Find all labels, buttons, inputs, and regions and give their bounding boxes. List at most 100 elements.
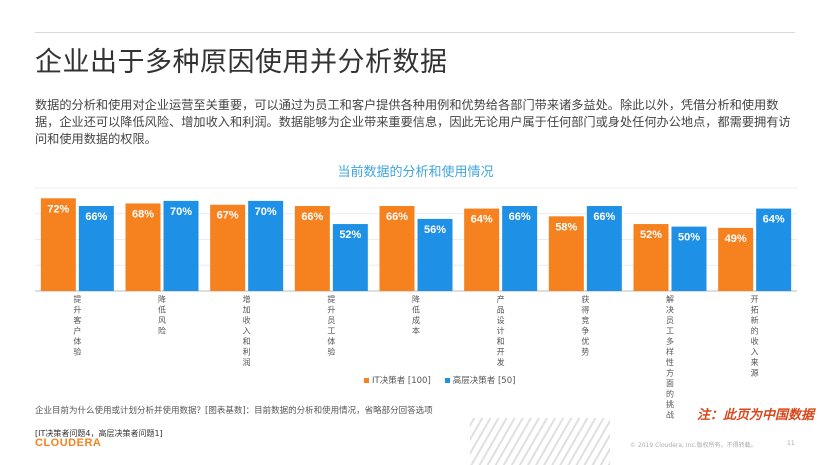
bar-exec (417, 218, 453, 291)
category-label-char: 争 (581, 326, 589, 336)
legend-swatch-orange (364, 377, 369, 383)
china-data-note: 注：此页为中国数据 (697, 408, 815, 423)
bar-it (294, 206, 330, 291)
category-label-char: 方 (666, 368, 674, 378)
category-label-char: 样 (666, 347, 674, 357)
category-label-char: 计 (497, 326, 505, 336)
bar-value-label: 52% (339, 229, 361, 241)
bar-value-label: 56% (424, 224, 446, 236)
category-label-char: 降 (158, 294, 166, 304)
bar-it (379, 206, 415, 291)
category-label-char: 挑 (666, 399, 674, 409)
chart-footnote: 企业目前为什么使用或计划分析并使用数据？[图表基数]：目前数据的分析和使用情况，… (35, 406, 433, 416)
bar-value-label: 66% (301, 211, 323, 223)
bar-exec (586, 206, 622, 291)
category-label-char: 品 (497, 306, 505, 315)
category-label-char: 升 (327, 306, 335, 315)
category-label-char: 险 (158, 326, 166, 336)
category-label-char: 成 (412, 315, 420, 325)
category-label-char: 员 (666, 316, 674, 325)
bar-exec (163, 200, 199, 291)
intro-paragraph: 数据的分析和使用对企业运营至关重要，可以通过为员工和客户提供各种用例和优势给各部… (35, 98, 791, 146)
legend-label-exec: 高层决策者 [50] (452, 376, 516, 386)
category-label-char: 升 (73, 306, 81, 315)
legend-swatch-blue (444, 377, 450, 383)
category-label-char: 收 (751, 336, 759, 346)
category-label-char: 优 (581, 336, 589, 346)
category-label-char: 增 (243, 294, 251, 304)
bar-it (633, 224, 669, 291)
category-label-char: 开 (497, 348, 505, 357)
category-label-char: 工 (666, 327, 674, 336)
category-label-char: 解 (666, 294, 674, 304)
category-label-char: 源 (751, 369, 759, 378)
category-label-char: 决 (666, 305, 674, 315)
category-label-char: 风 (158, 316, 166, 325)
cloudera-logo: CLOUDERA (35, 437, 102, 449)
bar-value-label: 70% (255, 206, 277, 218)
category-label-char: 体 (327, 336, 335, 346)
category-label-char: 获 (581, 294, 589, 304)
bar-exec (502, 206, 538, 291)
category-label-char: 面 (666, 379, 674, 388)
legend-item-it: IT决策者 [100] (364, 374, 431, 386)
category-label-char: 的 (666, 389, 674, 399)
source-reference: [IT决策者问题4，高层决策者问题1] (35, 429, 163, 438)
category-label-char: 发 (497, 357, 505, 367)
bar-it (464, 208, 500, 291)
category-label-char: 降 (412, 294, 420, 304)
category-label-char: 户 (73, 326, 81, 336)
category-label-char: 和 (497, 337, 505, 346)
bar-value-label: 67% (217, 210, 239, 222)
category-label-char: 润 (243, 357, 251, 367)
bar-exec (671, 226, 707, 291)
bar-value-label: 64% (471, 214, 493, 226)
bar-exec (756, 208, 792, 291)
bar-it (210, 204, 246, 291)
bar-value-label: 66% (386, 211, 408, 223)
legend-item-exec: 高层决策者 [50] (444, 374, 516, 386)
category-label-char: 低 (158, 305, 166, 315)
category-label-char: 来 (751, 358, 759, 367)
category-label-char: 入 (243, 327, 251, 336)
copyright-text: © 2019 Cloudera, Inc.版权所有。不得转载。 (630, 442, 757, 449)
bar-value-label: 66% (593, 211, 615, 223)
category-label-char: 新 (751, 315, 759, 325)
bar-it (718, 227, 754, 291)
category-label-char: 员 (327, 316, 335, 325)
category-label-char: 收 (243, 315, 251, 325)
category-label-char: 验 (327, 347, 335, 357)
bar-value-label: 52% (640, 229, 662, 241)
category-label-char: 战 (666, 410, 674, 420)
decorative-stripes (470, 418, 610, 465)
bar-value-label: 72% (47, 203, 69, 215)
page-number: 11 (787, 440, 795, 447)
category-label-char: 客 (73, 315, 81, 325)
category-label-char: 验 (73, 347, 81, 357)
category-label-char: 提 (327, 294, 335, 304)
page-title: 企业出于多种原因使用并分析数据 (35, 47, 448, 78)
bar-value-label: 49% (725, 233, 747, 245)
bar-value-label: 50% (678, 232, 700, 244)
category-label-char: 开 (751, 295, 759, 304)
bar-value-label: 58% (555, 221, 577, 233)
category-label-char: 利 (243, 347, 251, 357)
bar-exec (332, 224, 368, 291)
chart-legend: IT决策者 [100] 高层决策者 [50] (364, 374, 515, 386)
category-label-char: 加 (243, 305, 251, 315)
legend-label-it: IT决策者 [100] (372, 376, 431, 386)
category-label-char: 提 (73, 294, 81, 304)
bar-value-label: 64% (763, 214, 785, 226)
category-label-char: 产 (497, 294, 505, 304)
bar-exec (248, 200, 284, 291)
category-label-char: 多 (666, 336, 674, 346)
category-label-char: 竞 (581, 315, 589, 325)
category-label-char: 的 (751, 326, 759, 336)
bar-it (548, 216, 584, 291)
bar-value-label: 68% (132, 208, 154, 220)
bar-exec (78, 206, 114, 291)
category-label-char: 拓 (751, 305, 759, 315)
bar-it (125, 203, 161, 291)
category-label-char: 势 (581, 347, 589, 357)
